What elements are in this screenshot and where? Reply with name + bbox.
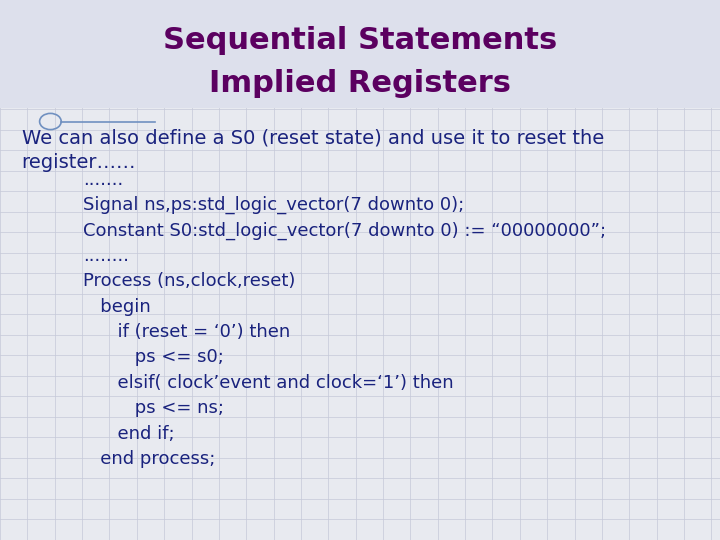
Text: Process (ns,clock,reset): Process (ns,clock,reset) bbox=[83, 272, 295, 291]
Text: if (reset = ‘0’) then: if (reset = ‘0’) then bbox=[83, 323, 290, 341]
Text: Constant S0:std_logic_vector(7 downto 0) := “00000000”;: Constant S0:std_logic_vector(7 downto 0)… bbox=[83, 221, 606, 240]
Text: begin: begin bbox=[83, 298, 150, 316]
Text: end if;: end if; bbox=[83, 424, 174, 443]
Text: Sequential Statements: Sequential Statements bbox=[163, 26, 557, 55]
Text: ........: ........ bbox=[83, 247, 129, 265]
Text: ps <= s0;: ps <= s0; bbox=[83, 348, 241, 367]
Text: register……: register…… bbox=[22, 152, 136, 172]
Text: .......: ....... bbox=[83, 171, 123, 189]
Text: We can also define a S0 (reset state) and use it to reset the: We can also define a S0 (reset state) an… bbox=[22, 128, 604, 147]
FancyBboxPatch shape bbox=[0, 0, 720, 108]
Text: end process;: end process; bbox=[83, 450, 215, 468]
Text: Implied Registers: Implied Registers bbox=[209, 69, 511, 98]
Text: elsif( clock’event and clock=‘1’) then: elsif( clock’event and clock=‘1’) then bbox=[83, 374, 454, 392]
Text: ps <= ns;: ps <= ns; bbox=[83, 399, 224, 417]
Text: Signal ns,ps:std_logic_vector(7 downto 0);: Signal ns,ps:std_logic_vector(7 downto 0… bbox=[83, 196, 464, 214]
